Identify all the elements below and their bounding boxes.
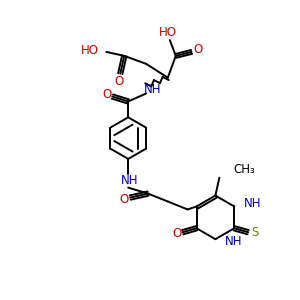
Text: NH: NH <box>225 235 243 248</box>
Text: HO: HO <box>80 44 98 57</box>
Text: O: O <box>193 44 202 56</box>
Text: NH: NH <box>120 174 138 187</box>
Text: NH: NH <box>244 197 262 210</box>
Text: O: O <box>120 193 129 206</box>
Text: O: O <box>115 75 124 88</box>
Text: S: S <box>251 226 259 239</box>
Text: O: O <box>103 88 112 101</box>
Text: HO: HO <box>159 26 177 39</box>
Text: NH: NH <box>144 83 162 96</box>
Text: CH₃: CH₃ <box>233 163 255 176</box>
Text: O: O <box>172 227 181 240</box>
